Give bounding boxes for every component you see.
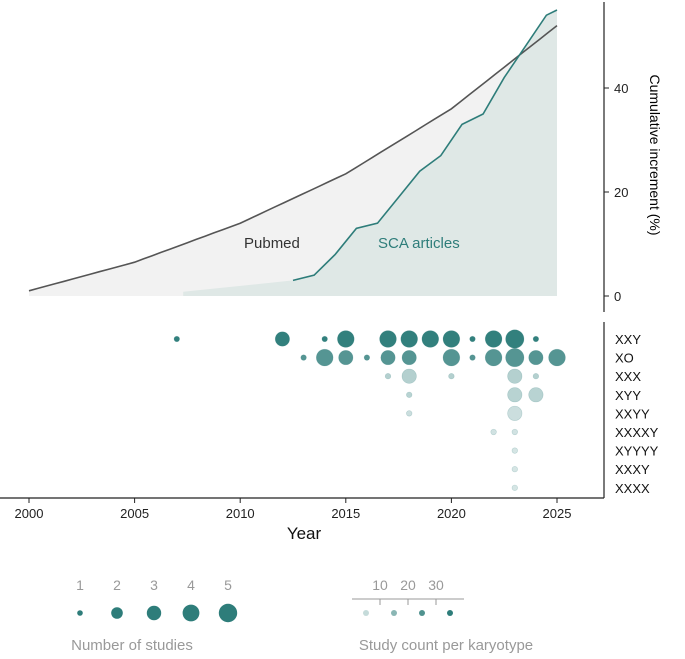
bubble-xxxxy-2022 bbox=[490, 428, 497, 436]
x-tick-label: 2000 bbox=[15, 506, 44, 521]
x-tick-label: 2010 bbox=[226, 506, 255, 521]
karyotype-label: XXYY bbox=[615, 406, 650, 421]
bubble-xyyyy-2023 bbox=[511, 447, 518, 454]
legend-count-circle bbox=[447, 610, 453, 616]
bubble-xo-2021 bbox=[469, 354, 476, 361]
bubble-xo-2014 bbox=[316, 348, 334, 367]
pubmed-line bbox=[28, 24, 558, 292]
bubble-xo-2022 bbox=[484, 348, 503, 367]
y-tick-label: 40 bbox=[614, 81, 628, 96]
bubble-xxx-2020 bbox=[448, 373, 455, 380]
y-ticks: 0 20 40 bbox=[604, 81, 628, 304]
legend-count-circle bbox=[391, 610, 397, 616]
karyotype-labels: XXY XO XXX XYY XXYY XXXXY XYYYY XXXY XXXX bbox=[615, 332, 659, 496]
bubble-xo-2020 bbox=[442, 348, 461, 367]
bubble-xxy-2007 bbox=[173, 335, 180, 343]
x-tick-label: 2025 bbox=[543, 506, 572, 521]
bubble-xxxxy-2023 bbox=[511, 428, 518, 436]
legend-count-label: 10 bbox=[372, 577, 388, 593]
bubble-xxy-2020 bbox=[442, 330, 461, 348]
bubble-xyy-2024 bbox=[528, 387, 544, 403]
legend-count-circle bbox=[419, 610, 425, 616]
legend-count-label: 30 bbox=[428, 577, 444, 593]
karyotype-label: XXXY bbox=[615, 462, 650, 477]
karyotype-label: XXY bbox=[615, 332, 641, 347]
bubble-xxy-2017 bbox=[379, 330, 397, 348]
bubble-xo-2023 bbox=[505, 348, 525, 368]
bubbles bbox=[173, 329, 566, 491]
x-ticks: 2000 2005 2010 2015 2020 2025 bbox=[15, 498, 572, 521]
legend-studies-label: 3 bbox=[150, 577, 158, 593]
legend-studies-circle bbox=[218, 603, 238, 623]
bubble-xo-2018 bbox=[401, 350, 417, 366]
bubble-xxy-2024 bbox=[532, 335, 540, 343]
bubble-xyy-2018 bbox=[406, 391, 413, 398]
bubble-xxy-2023 bbox=[505, 329, 525, 349]
legend-studies-label: 4 bbox=[187, 577, 195, 593]
karyotype-label: XYY bbox=[615, 388, 641, 403]
bubble-xxy-2018 bbox=[400, 330, 418, 348]
bubble-xxy-2022 bbox=[484, 330, 503, 348]
pubmed-annotation: Pubmed bbox=[244, 235, 300, 252]
x-axis-label: Year bbox=[287, 524, 322, 543]
karyotype-label: XO bbox=[615, 351, 634, 366]
x-tick-label: 2005 bbox=[120, 506, 149, 521]
bubble-xxx-2023 bbox=[507, 368, 523, 384]
legend-studies: 1 2 3 4 5 Number of studies bbox=[71, 577, 238, 654]
y-tick-label: 0 bbox=[614, 289, 621, 304]
bubble-xo-2013 bbox=[300, 354, 307, 361]
legend-studies-title: Number of studies bbox=[71, 637, 193, 654]
legend-studies-circle bbox=[146, 605, 162, 621]
bubble-xxy-2015 bbox=[337, 330, 355, 348]
bubble-xxy-2014 bbox=[321, 335, 328, 343]
bubble-xyy-2023 bbox=[507, 387, 523, 403]
legend-count-circle bbox=[363, 610, 369, 616]
bubble-xxyy-2023 bbox=[507, 405, 523, 421]
legend-studies-circle bbox=[182, 604, 200, 622]
bubble-xxx-2018 bbox=[401, 368, 417, 384]
legend-studies-label: 1 bbox=[76, 577, 84, 593]
bubble-xxy-2021 bbox=[469, 335, 476, 343]
legend-studies-circle bbox=[77, 610, 83, 616]
area-chart: Pubmed SCA articles 0 20 40 Cumulative inc… bbox=[28, 2, 663, 312]
bubble-xo-2015 bbox=[338, 350, 354, 366]
bubble-xxy-2019 bbox=[421, 330, 439, 348]
bubble-xo-2024 bbox=[528, 350, 544, 366]
bubble-xxxy-2023 bbox=[511, 466, 518, 473]
y-axis-label: Cumulative increment (%) bbox=[647, 74, 663, 235]
bubble-xxxx-2023 bbox=[511, 484, 518, 491]
bubble-xxx-2017 bbox=[384, 373, 392, 380]
bubble-xxyy-2018 bbox=[406, 410, 413, 417]
sca-annotation: SCA articles bbox=[378, 235, 460, 252]
karyotype-label: XXXXY bbox=[615, 425, 659, 440]
sca-line bbox=[292, 9, 558, 282]
bubble-xo-2017 bbox=[380, 350, 396, 366]
x-tick-label: 2020 bbox=[437, 506, 466, 521]
x-tick-label: 2015 bbox=[331, 506, 360, 521]
legend-count: 10 20 30 Study count per karyotype bbox=[352, 577, 533, 654]
legend-count-title: Study count per karyotype bbox=[359, 637, 533, 654]
karyotype-label: XXXX bbox=[615, 481, 650, 496]
bubble-xo-2025 bbox=[548, 348, 566, 367]
bubble-xxx-2024 bbox=[532, 373, 540, 380]
legend-studies-label: 5 bbox=[224, 577, 232, 593]
legend-studies-label: 2 bbox=[113, 577, 121, 593]
legend-studies-circle bbox=[111, 607, 123, 619]
karyotype-label: XXX bbox=[615, 369, 641, 384]
legend-count-label: 20 bbox=[400, 577, 416, 593]
bubble-xxy-2012 bbox=[274, 331, 290, 347]
bubble-xo-2016 bbox=[363, 354, 371, 361]
karyotype-label: XYYYY bbox=[615, 444, 659, 459]
sca-area bbox=[183, 10, 557, 296]
y-tick-label: 20 bbox=[614, 185, 628, 200]
